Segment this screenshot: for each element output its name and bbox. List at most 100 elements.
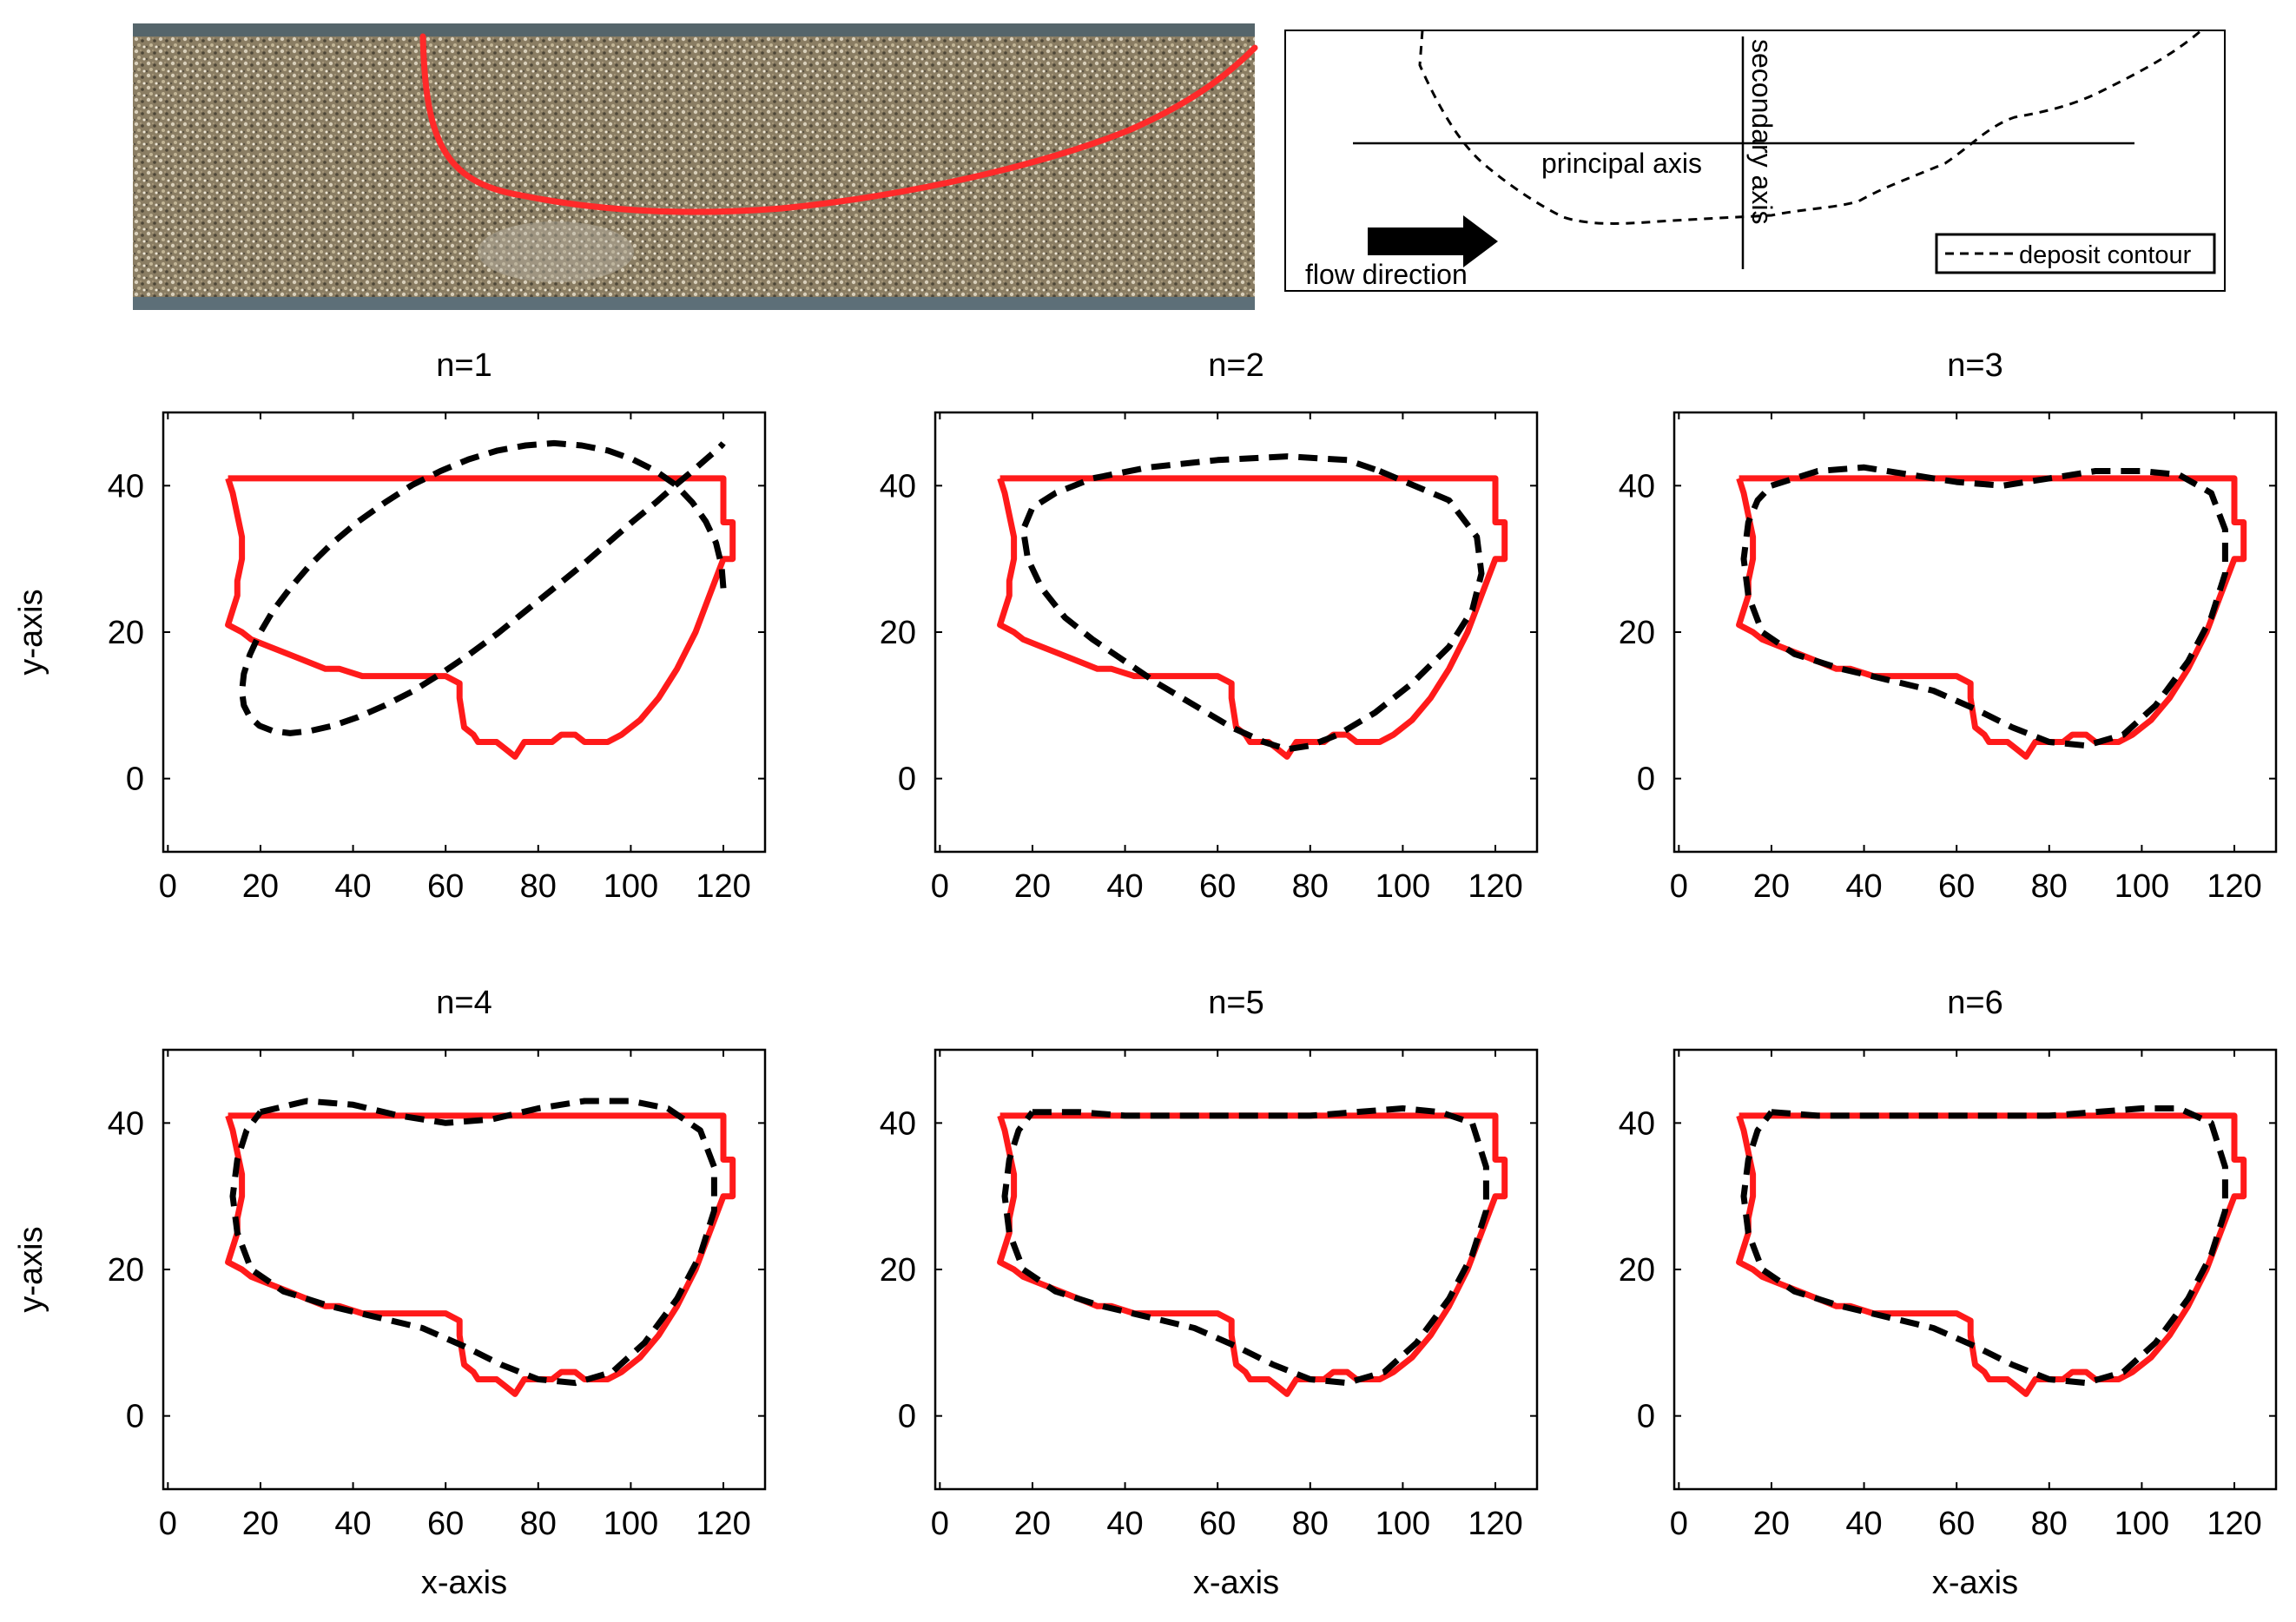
secondary-axis-label: secondary axis (1746, 39, 1778, 224)
panel-6: n=6 0 20 40 60 80 100 120 0 20 40 x-axis (1619, 985, 2278, 1601)
flume-photo (133, 23, 1258, 310)
x-tick-label: 100 (604, 868, 658, 905)
x-tick-label: 60 (427, 868, 464, 905)
x-tick-label: 40 (1845, 868, 1882, 905)
x-tick-label: 40 (1845, 1506, 1882, 1542)
y-tick-label: 0 (1637, 1399, 1655, 1435)
x-tick-label: 100 (604, 1506, 658, 1542)
fitted-contour-line (1019, 453, 1485, 753)
x-tick-label: 20 (242, 868, 279, 905)
x-tick-label: 60 (1938, 1506, 1975, 1542)
x-tick-label: 120 (696, 868, 750, 905)
x-tick-label: 80 (1292, 868, 1329, 905)
y-tick-label: 0 (126, 1399, 144, 1435)
y-tick-label: 20 (880, 1252, 916, 1289)
x-tick-label: 40 (334, 1506, 371, 1542)
x-tick-label: 100 (1376, 868, 1430, 905)
deposit-contour-line (225, 1112, 736, 1397)
x-axis-label: x-axis (421, 1565, 507, 1601)
y-tick-label: 20 (1619, 615, 1655, 651)
x-tick-label: 0 (1670, 868, 1688, 905)
deposit-contour-line (997, 475, 1508, 760)
y-tick-label: 0 (898, 1399, 916, 1435)
panel-4: n=4 0 20 40 60 80 100 120 0 20 40 x-axis y-axis (13, 985, 767, 1601)
y-tick-label: 20 (880, 615, 916, 651)
y-tick-label: 20 (108, 615, 144, 651)
flow-direction-label: flow direction (1305, 259, 1468, 290)
x-tick-label: 60 (1199, 1506, 1236, 1542)
x-tick-label: 80 (520, 868, 557, 905)
x-tick-label: 20 (1014, 1506, 1051, 1542)
x-tick-label: 40 (1106, 868, 1143, 905)
fitted-contour-line (1740, 1105, 2228, 1387)
flow-direction-arrow (1368, 215, 1498, 267)
y-tick-label: 40 (108, 1105, 144, 1142)
x-tick-label: 20 (1753, 1506, 1790, 1542)
x-tick-label: 120 (1468, 1506, 1522, 1542)
panel-title: n=4 (436, 985, 492, 1021)
x-axis-label: x-axis (1193, 1565, 1279, 1601)
deposit-contour-line (1736, 1112, 2247, 1397)
contour-panels: n=1 0 20 40 60 80 100 120 0 20 40 y-axis n=2 0 20 40 60 8… (13, 347, 2278, 1601)
x-tick-label: 100 (1376, 1506, 1430, 1542)
y-tick-label: 0 (898, 762, 916, 798)
fitted-contour-line (1001, 1105, 1489, 1387)
fitted-contour-line (239, 439, 727, 736)
y-axis-label: y-axis (13, 1226, 49, 1312)
x-tick-label: 40 (1106, 1506, 1143, 1542)
photo-top-rail (133, 23, 1255, 36)
deposit-contour-line (225, 475, 736, 760)
x-tick-label: 60 (1938, 868, 1975, 905)
x-tick-label: 120 (1468, 868, 1522, 905)
x-tick-label: 80 (1292, 1506, 1329, 1542)
y-tick-label: 0 (126, 762, 144, 798)
x-tick-label: 40 (334, 868, 371, 905)
x-tick-label: 0 (159, 1506, 177, 1542)
panel-title: n=3 (1947, 347, 2002, 384)
x-tick-label: 60 (427, 1506, 464, 1542)
x-tick-label: 0 (159, 868, 177, 905)
panel-title: n=2 (1208, 347, 1263, 384)
x-tick-label: 80 (2031, 1506, 2068, 1542)
x-tick-label: 0 (1670, 1506, 1688, 1542)
panel-title: n=1 (436, 347, 492, 384)
x-tick-label: 100 (2115, 1506, 2169, 1542)
y-axis-label: y-axis (13, 589, 49, 675)
x-tick-label: 20 (242, 1506, 279, 1542)
panel-title: n=6 (1947, 985, 2002, 1021)
x-tick-label: 20 (1014, 868, 1051, 905)
deposit-contour-line (997, 1112, 1508, 1397)
schematic-deposit-contour (1418, 29, 2202, 225)
x-tick-label: 80 (520, 1506, 557, 1542)
y-tick-label: 40 (880, 468, 916, 504)
panel-3: n=3 0 20 40 60 80 100 120 0 20 40 (1619, 347, 2278, 905)
panel-1: n=1 0 20 40 60 80 100 120 0 20 40 y-axis (13, 347, 767, 905)
y-tick-label: 20 (108, 1252, 144, 1289)
photo-gravel-bed (133, 36, 1255, 297)
y-tick-label: 0 (1637, 762, 1655, 798)
y-tick-label: 40 (108, 468, 144, 504)
x-tick-label: 20 (1753, 868, 1790, 905)
x-tick-label: 0 (931, 1506, 949, 1542)
y-tick-label: 20 (1619, 1252, 1655, 1289)
x-tick-label: 120 (696, 1506, 750, 1542)
panel-title: n=5 (1208, 985, 1263, 1021)
x-axis-label: x-axis (1932, 1565, 2018, 1601)
x-tick-label: 120 (2207, 1506, 2261, 1542)
photo-deposit-contour (419, 33, 1258, 215)
deposit-contour-line (1736, 475, 2247, 760)
panel-5: n=5 0 20 40 60 80 100 120 0 20 40 x-axis (880, 985, 1539, 1601)
photo-bottom-rail (133, 297, 1255, 310)
x-tick-label: 80 (2031, 868, 2068, 905)
plot-area (934, 411, 1539, 854)
y-tick-label: 40 (880, 1105, 916, 1142)
plot-area (162, 411, 767, 854)
fitted-contour-line (1740, 464, 2228, 749)
photo-light-patch (478, 221, 634, 282)
x-tick-label: 60 (1199, 868, 1236, 905)
y-tick-label: 40 (1619, 1105, 1655, 1142)
principal-axis-label: principal axis (1541, 148, 1702, 179)
legend-label: deposit contour (2019, 241, 2192, 269)
plot-area (1673, 1048, 2278, 1491)
